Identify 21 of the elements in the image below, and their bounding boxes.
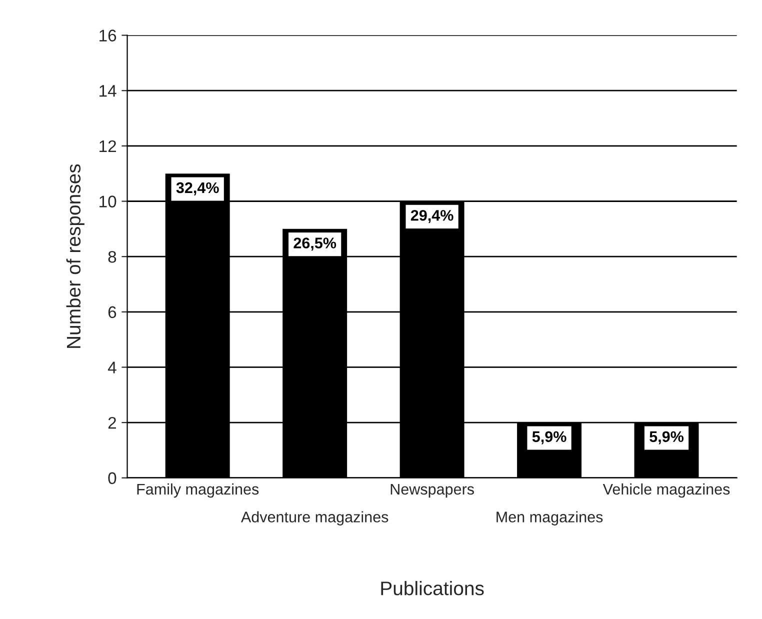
annotation: 29,4% [410,210,454,223]
y-tick-label: 16 [100,30,116,42]
y-tick-label: 8 [108,250,116,263]
annotation: 5,9% [650,431,684,444]
y-tick-label: 14 [100,85,116,97]
y-axis-title: Number of responses [66,164,84,348]
x-tick-label: Family magazines [137,483,259,498]
x-tick-label: Men magazines [496,511,603,526]
annotation: 26,5% [294,238,336,251]
x-axis-title: Publications [381,581,484,596]
y-tick-label: 0 [108,472,116,484]
y-tick-label: 6 [108,306,116,318]
y-tick-label: 10 [100,196,116,208]
annotation: 5,9% [532,431,566,444]
x-tick-label: Newspapers [390,484,474,498]
y-tick-label: 12 [100,140,116,152]
y-tick-label: 2 [108,416,116,429]
x-tick-label: Adventure magazines [240,511,388,526]
y-tick-label: 4 [108,362,116,374]
x-tick-label: Vehicle magazines [602,483,730,498]
annotation: 32,4% [176,182,219,196]
